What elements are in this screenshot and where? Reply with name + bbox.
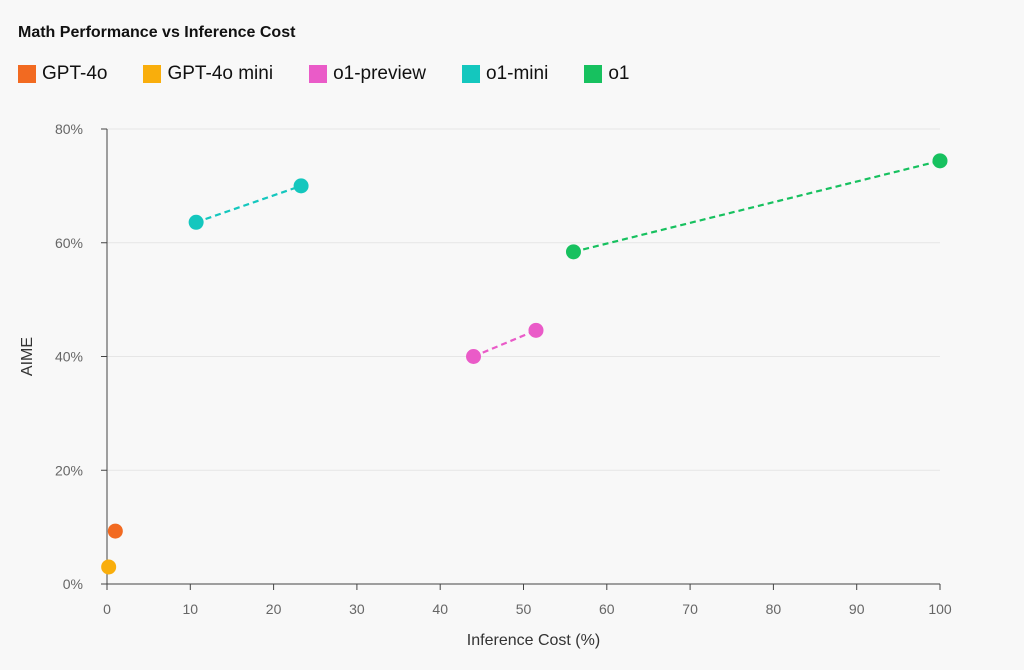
- y-tick-label-0: 0%: [63, 576, 83, 592]
- y-tick-label-1: 20%: [55, 462, 83, 478]
- data-point-o1-preview-0: [466, 349, 482, 364]
- legend-item-gpt-4o-mini: GPT-4o mini: [143, 63, 273, 85]
- chart-title: Math Performance vs Inference Cost: [18, 24, 296, 41]
- x-tick-label-6: 60: [599, 601, 615, 617]
- x-tick-label-5: 50: [516, 601, 532, 617]
- x-axis-label: Inference Cost (%): [467, 632, 600, 649]
- y-tick-label-3: 60%: [55, 235, 83, 251]
- legend-label-o1-preview: o1-preview: [333, 63, 427, 84]
- y-axis-label: AIME: [19, 337, 36, 376]
- legend-label-gpt-4o-mini: GPT-4o mini: [167, 63, 274, 84]
- legend-swatch-o1-mini: [462, 65, 481, 83]
- legend-item-gpt-4o: GPT-4o: [18, 63, 107, 85]
- legend-swatch-gpt-4o: [18, 65, 36, 83]
- legend-item-o1-mini: o1-mini: [462, 63, 548, 85]
- x-tick-label-9: 90: [849, 601, 865, 617]
- legend: GPT-4o GPT-4o mini o1-preview o1-mini o1: [18, 62, 665, 86]
- x-tick-label-0: 0: [103, 601, 111, 617]
- data-point-o1-1: [932, 153, 948, 169]
- x-tick-label-2: 20: [266, 601, 282, 617]
- legend-label-o1-mini: o1-mini: [486, 63, 549, 84]
- x-tick-label-10: 100: [928, 601, 952, 617]
- series-line-o1-mini: [195, 184, 302, 224]
- legend-item-o1-preview: o1-preview: [309, 63, 426, 85]
- x-tick-label-8: 80: [766, 601, 782, 617]
- legend-item-o1: o1: [584, 63, 629, 85]
- series-line-o1-preview: [473, 329, 537, 358]
- data-point-gpt-4o-mini-0: [101, 559, 117, 575]
- legend-swatch-o1: [584, 65, 603, 83]
- x-tick-label-3: 30: [349, 601, 365, 617]
- data-point-o1-mini-0: [188, 214, 204, 230]
- data-point-o1-mini-1: [293, 178, 309, 194]
- data-point-gpt-4o-0: [107, 523, 123, 539]
- x-tick-label-1: 10: [183, 601, 199, 617]
- legend-swatch-o1-preview: [309, 65, 328, 83]
- data-point-o1-preview-1: [528, 322, 544, 338]
- x-tick-label-7: 70: [682, 601, 698, 617]
- y-tick-label-4: 80%: [55, 121, 83, 137]
- x-tick-label-4: 40: [432, 601, 448, 617]
- y-tick-label-2: 40%: [55, 349, 83, 365]
- data-point-o1-0: [565, 244, 581, 260]
- legend-swatch-gpt-4o-mini: [143, 65, 162, 83]
- legend-label-o1: o1: [608, 63, 630, 84]
- legend-label-gpt-4o: GPT-4o: [42, 63, 108, 84]
- series-line-o1: [573, 159, 941, 253]
